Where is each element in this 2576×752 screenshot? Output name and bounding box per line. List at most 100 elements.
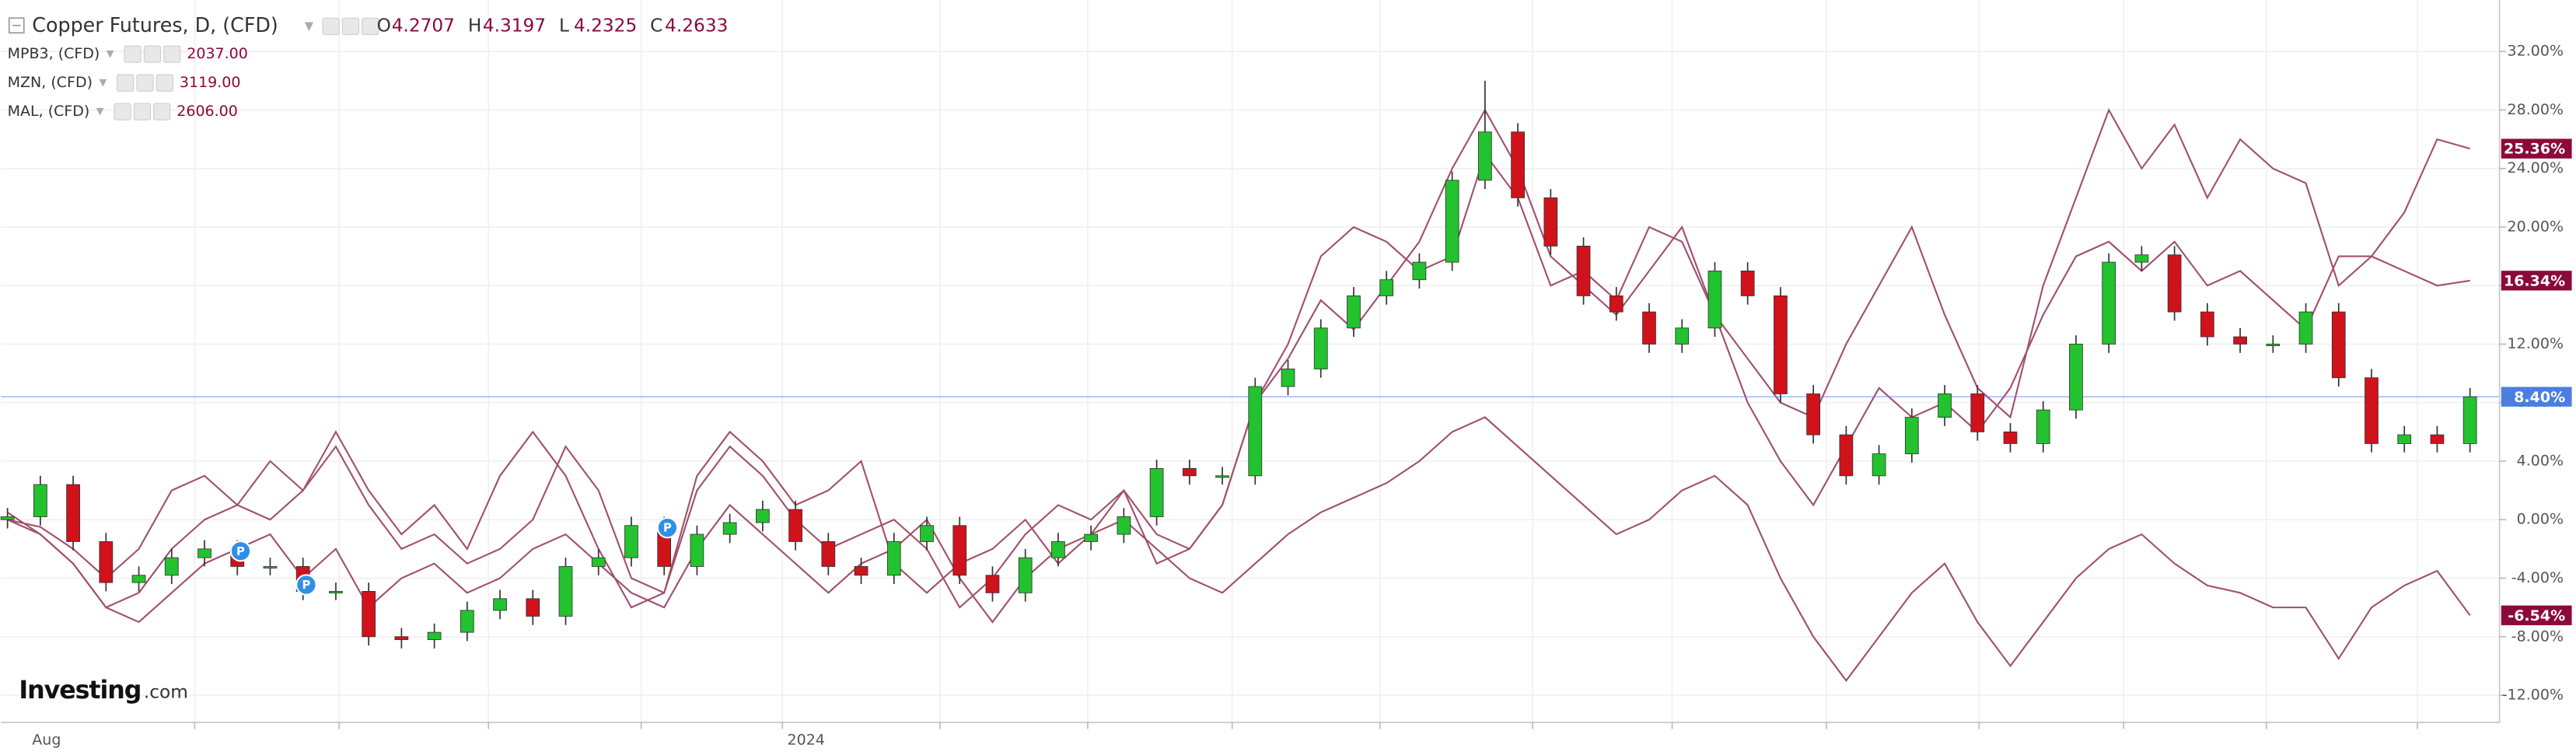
ohlc-value: 4.2707 [392, 15, 455, 36]
legend-name[interactable]: MAL, (CFD) [8, 103, 90, 120]
header-icon[interactable] [153, 103, 171, 121]
event-marker-label: P [302, 579, 310, 592]
candle-body [2430, 434, 2445, 444]
legend-price: 2606.00 [177, 103, 238, 120]
header-icon[interactable] [114, 103, 131, 121]
header-icon[interactable] [362, 17, 379, 35]
legend: MPB3, (CFD) ▼ 2037.00 MZN, (CFD) ▼ 3119.00 MAL… [8, 45, 248, 121]
candle-body [1806, 393, 1821, 435]
brand-logo: Investing .com [19, 677, 187, 705]
dropdown-caret: ▼ [107, 47, 114, 59]
ohlc-value: 4.3197 [483, 15, 546, 36]
ohlc-value: 4.2325 [574, 15, 637, 36]
axes: 32.00%28.00%24.00%20.00%16.00%12.00%8.00… [32, 43, 2572, 749]
candle-body [920, 525, 934, 542]
candle-body [788, 509, 802, 542]
candle-body [1182, 467, 1197, 477]
ohlc-key: H [468, 15, 481, 36]
end-value-label: 25.36% [2504, 141, 2565, 158]
candle-body [690, 533, 704, 567]
x-tick-label: Aug [32, 732, 61, 749]
brand-suffix: .com [144, 681, 188, 702]
brand-name: Investing [19, 677, 141, 705]
end-value-label: 16.34% [2504, 272, 2565, 289]
candle-body [591, 557, 606, 567]
candle-body [164, 557, 179, 576]
dropdown-caret: ▼ [96, 105, 104, 117]
candle-body [1347, 295, 1361, 329]
collapse-icon[interactable] [8, 17, 25, 34]
candle-body [1675, 327, 1690, 345]
y-tick-label: 24.00% [2508, 159, 2564, 177]
candle-body [886, 541, 901, 576]
header-icon[interactable] [133, 103, 152, 121]
end-value-badge [2501, 386, 2572, 407]
header-icon[interactable] [341, 17, 360, 35]
candle-body [1543, 197, 1558, 247]
dropdown-caret: ▼ [99, 76, 107, 88]
candle-body [1970, 393, 1985, 432]
candle-body [1051, 541, 1065, 558]
header-icon[interactable] [163, 45, 181, 63]
event-marker-label: P [663, 522, 672, 535]
candle-body [1904, 417, 1919, 455]
candle-body [1379, 279, 1394, 296]
event-marker[interactable]: P [229, 540, 252, 562]
candle-body [985, 575, 1000, 593]
y-tick-label: -8.00% [2511, 628, 2564, 645]
candle-body [2266, 344, 2281, 347]
y-tick-label: -4.00% [2511, 569, 2564, 586]
candle-body [1477, 131, 1492, 181]
candle-body [427, 631, 442, 640]
y-tick-label: 20.00% [2508, 218, 2564, 235]
legend-name[interactable]: MZN, (CFD) [8, 74, 93, 91]
x-tick-label: 2024 [788, 732, 825, 749]
y-tick-label: 4.00% [2517, 452, 2564, 469]
y-tick-label: 28.00% [2508, 101, 2564, 118]
end-value-badge [2501, 271, 2572, 291]
candle-body [1248, 386, 1263, 477]
header-icon[interactable] [156, 74, 173, 92]
event-marker[interactable]: P [656, 516, 679, 539]
candle-body [1313, 327, 1328, 369]
candle-body [1412, 261, 1427, 281]
candle-body [2233, 336, 2247, 345]
header-icon[interactable] [143, 45, 162, 63]
candle-body [1609, 295, 1624, 313]
header-icon[interactable] [136, 74, 154, 92]
candle-body [1839, 434, 1854, 477]
event-marker[interactable]: P [295, 574, 317, 596]
candle-body [2069, 344, 2083, 411]
candle-body [755, 509, 770, 523]
candle-body [1445, 180, 1459, 263]
candle-body [66, 484, 80, 542]
ohlc-key: L [559, 15, 569, 36]
candle-body [493, 598, 507, 611]
event-marker-circle [295, 574, 317, 596]
y-tick-label: -12.00% [2502, 687, 2564, 704]
candle-body [2331, 311, 2346, 379]
y-tick-label: 32.00% [2508, 43, 2564, 60]
legend-price: 2037.00 [187, 45, 248, 62]
candle-body [1281, 369, 1295, 387]
candle-body [2167, 254, 2182, 313]
candle-body [1215, 475, 1229, 478]
candle-body [1117, 516, 1131, 535]
header-icon[interactable] [322, 17, 340, 35]
candle-body [99, 541, 114, 583]
candle-body [624, 525, 638, 558]
legend-name[interactable]: MPB3, (CFD) [8, 45, 100, 62]
candle-body [394, 636, 409, 640]
header: Copper Futures, D, (CFD) ▼ O 4.2707 H 4.3197… [8, 13, 728, 37]
candle-body [329, 591, 343, 593]
header-icon[interactable] [124, 45, 142, 63]
candle-body [1511, 131, 1525, 198]
end-value-badge [2501, 605, 2572, 625]
y-tick-label: 0.00% [2517, 511, 2564, 528]
candle-body [2102, 261, 2116, 345]
header-icon[interactable] [117, 74, 135, 92]
candle-body [1642, 311, 1656, 345]
comparison-line [7, 108, 2470, 609]
candle-body [2298, 311, 2313, 345]
ohlc-key: O [377, 15, 391, 36]
